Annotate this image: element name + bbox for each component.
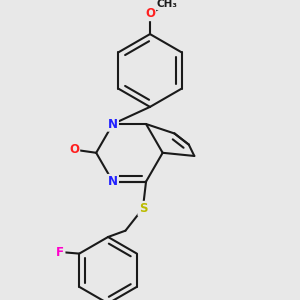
Text: N: N bbox=[108, 118, 118, 130]
Text: F: F bbox=[56, 245, 64, 259]
Text: O: O bbox=[69, 143, 79, 156]
Text: S: S bbox=[139, 202, 147, 215]
Text: O: O bbox=[145, 7, 155, 20]
Text: N: N bbox=[108, 175, 118, 188]
Text: CH₃: CH₃ bbox=[157, 0, 178, 9]
